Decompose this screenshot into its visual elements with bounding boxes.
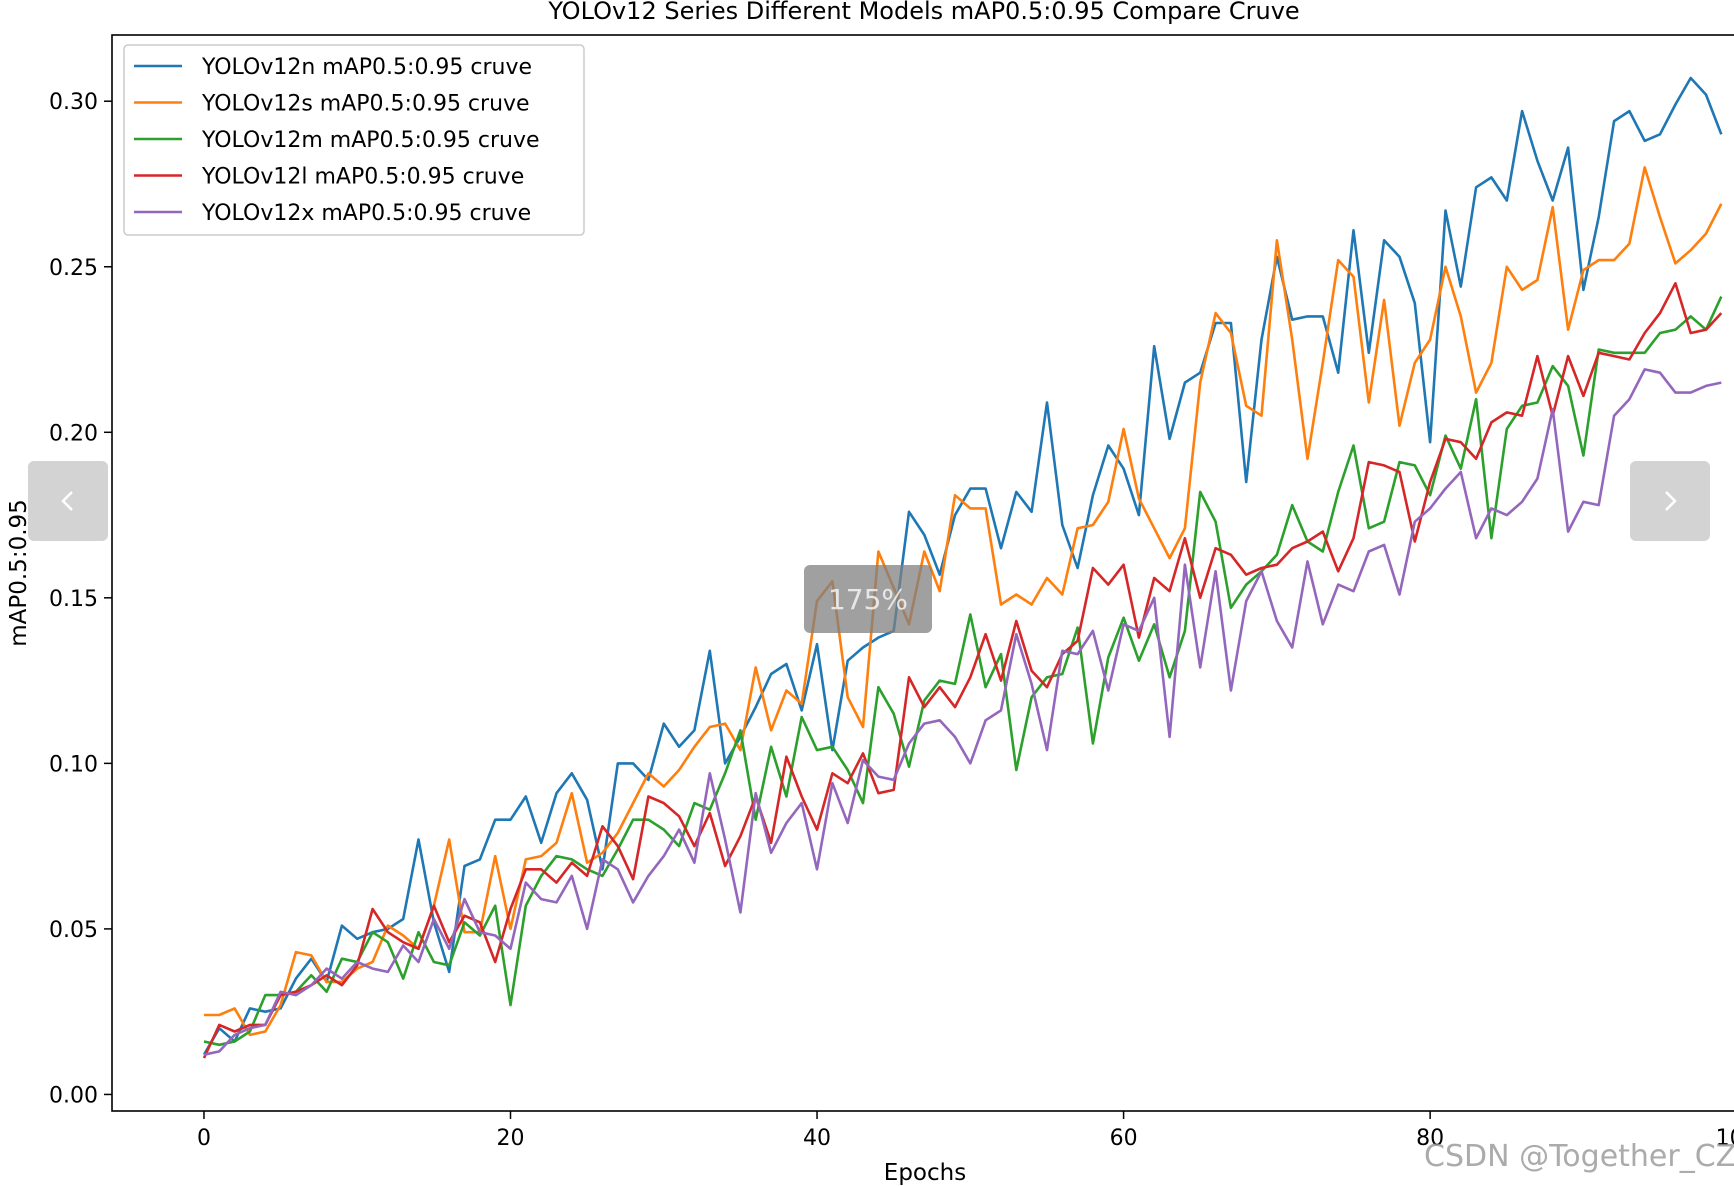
series-line-4 — [202, 281, 1723, 1059]
y-tick-label: 0.30 — [49, 90, 98, 115]
legend-label-2: YOLOv12s mAP0.5:0.95 cruve — [201, 92, 530, 117]
chevron-left-icon — [61, 491, 73, 511]
zoom-level-badge: 175% — [804, 565, 932, 633]
y-tick-label: 0.20 — [49, 421, 98, 446]
x-tick-label: 100 — [1716, 1126, 1734, 1151]
next-image-button[interactable] — [1630, 461, 1710, 541]
x-tick-label: 60 — [1110, 1126, 1138, 1151]
legend-box — [123, 44, 585, 236]
axes-frame — [111, 34, 1734, 1112]
y-tick-label: 0.00 — [49, 1083, 98, 1108]
legend-label-4: YOLOv12l mAP0.5:0.95 cruve — [201, 165, 524, 190]
series-line-2 — [204, 166, 1723, 1037]
y-tick-label: 0.15 — [49, 587, 98, 612]
legend-label-5: YOLOv12x mAP0.5:0.95 cruve — [201, 201, 531, 226]
y-tick-label: 0.05 — [49, 918, 98, 943]
y-axis-label: mAP0.5:0.95 — [6, 499, 32, 647]
x-tick-label: 80 — [1416, 1126, 1444, 1151]
chevron-right-icon — [1665, 491, 1677, 511]
series-line-3 — [203, 296, 1723, 1047]
y-tick-label: 0.10 — [49, 752, 98, 777]
series-line-5 — [203, 368, 1722, 1056]
x-axis-label: Epochs — [884, 1160, 966, 1186]
y-tick-label: 0.25 — [49, 256, 98, 281]
x-tick-label: 20 — [497, 1126, 525, 1151]
legend: YOLOv12n mAP0.5:0.95 cruve YOLOv12s mAP0.… — [123, 44, 585, 236]
series-layer — [202, 76, 1723, 1059]
chart-title: YOLOv12 Series Different Models mAP0.5:0… — [547, 0, 1299, 25]
previous-image-button[interactable] — [28, 461, 108, 541]
legend-label-3: YOLOv12m mAP0.5:0.95 cruve — [201, 128, 540, 153]
ticks-layer: 0 20 40 60 80 100 0.00 0.05 0.10 0.15 0.20 0.25 0.30 — [49, 90, 1734, 1151]
x-tick-label: 0 — [197, 1126, 211, 1151]
legend-label-1: YOLOv12n mAP0.5:0.95 cruve — [201, 55, 532, 80]
watermark: CSDN @Together_CZ — [1424, 1139, 1734, 1174]
x-tick-label: 40 — [803, 1126, 831, 1151]
